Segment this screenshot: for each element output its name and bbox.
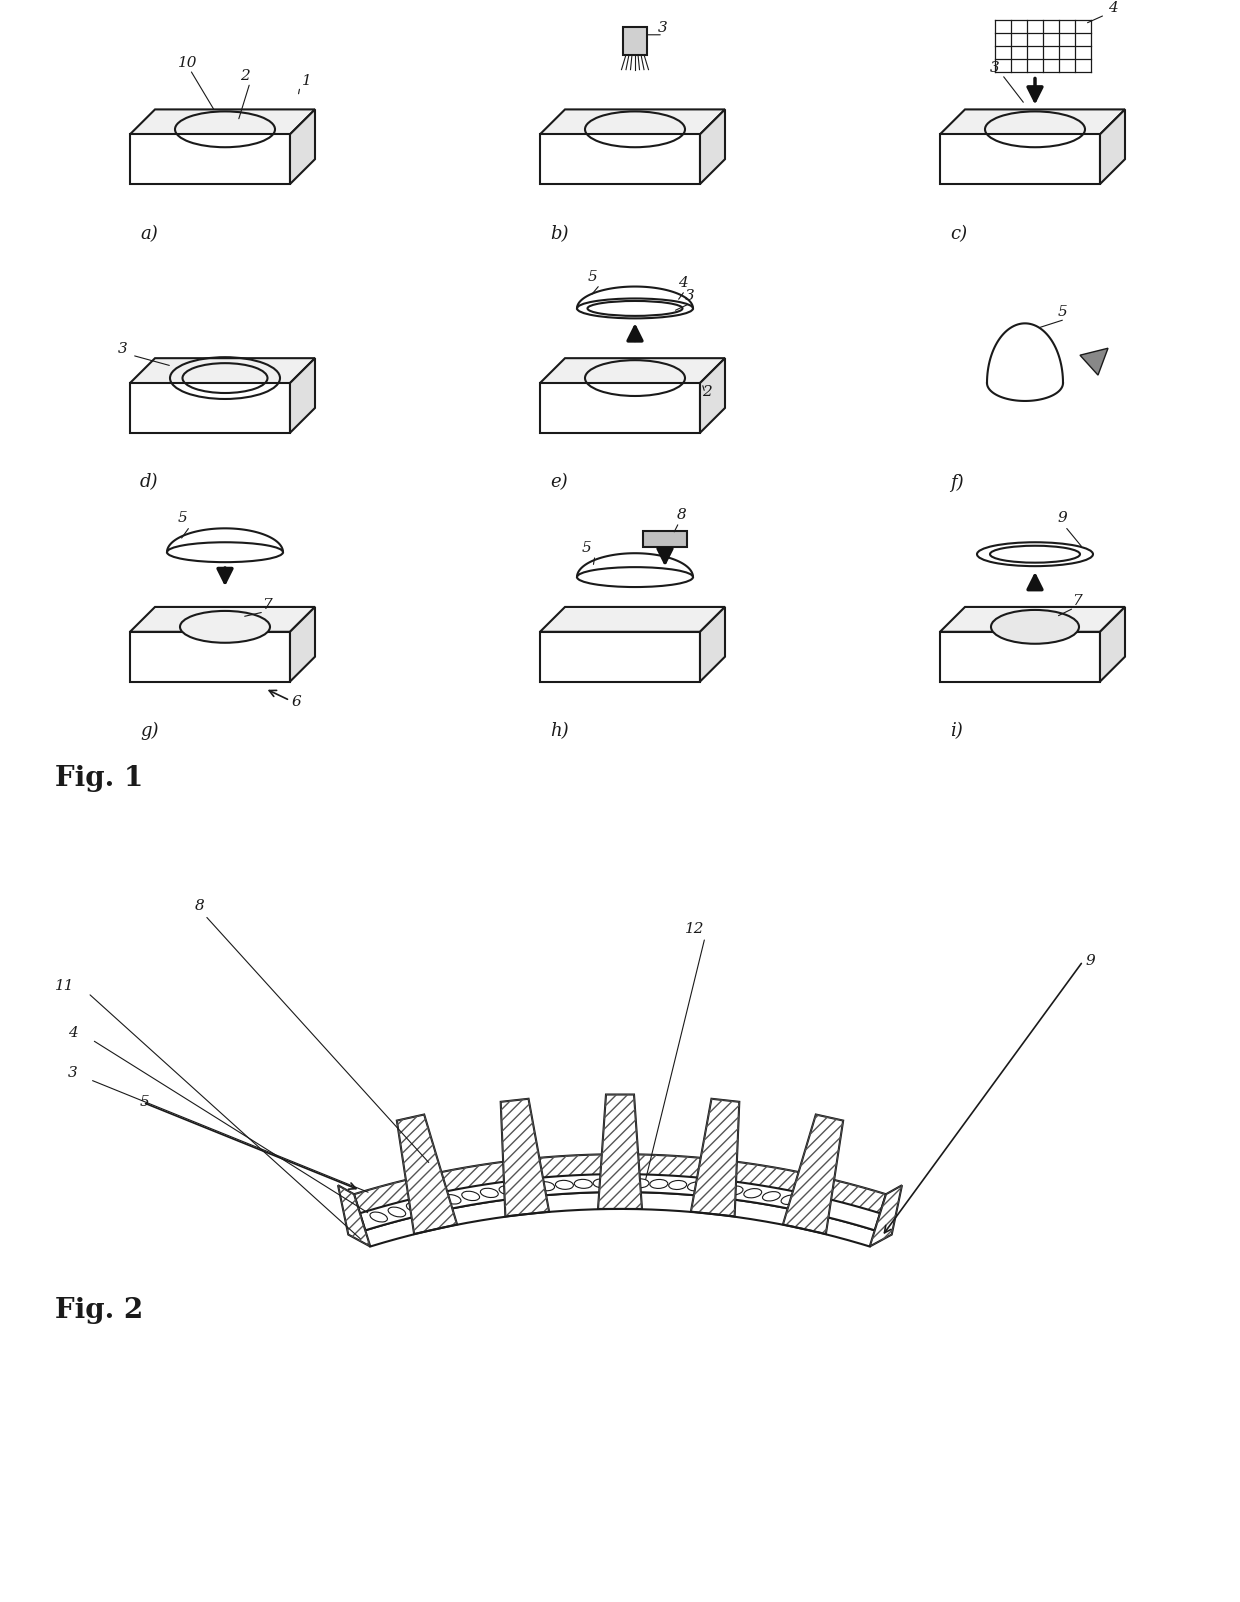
Polygon shape (1080, 348, 1109, 375)
Polygon shape (1100, 109, 1125, 184)
Text: e): e) (551, 474, 568, 492)
Polygon shape (290, 109, 315, 184)
Text: c): c) (950, 224, 967, 244)
Text: Fig. 2: Fig. 2 (55, 1298, 144, 1325)
Text: 4: 4 (678, 276, 688, 290)
Text: 1: 1 (303, 74, 311, 88)
Text: 8: 8 (677, 508, 687, 522)
Polygon shape (339, 1185, 371, 1246)
Text: 7: 7 (1073, 594, 1081, 607)
Polygon shape (940, 631, 1100, 681)
Polygon shape (360, 1174, 880, 1230)
Text: 4: 4 (68, 1025, 78, 1040)
Text: 9: 9 (1058, 511, 1068, 525)
Text: 9: 9 (1085, 955, 1095, 968)
Polygon shape (397, 1115, 458, 1234)
Polygon shape (130, 607, 315, 631)
Bar (622, 27, 647, 54)
Text: g): g) (140, 723, 159, 740)
Text: 7: 7 (262, 598, 272, 612)
Text: 3: 3 (68, 1065, 78, 1080)
Text: 4: 4 (1109, 2, 1117, 14)
Polygon shape (130, 631, 290, 681)
Polygon shape (539, 109, 725, 135)
Ellipse shape (991, 610, 1079, 644)
Polygon shape (539, 631, 701, 681)
Polygon shape (782, 1115, 843, 1234)
Text: 5: 5 (582, 541, 591, 556)
Polygon shape (130, 383, 290, 433)
Text: 8: 8 (195, 899, 205, 913)
Polygon shape (1100, 607, 1125, 681)
Text: i): i) (950, 723, 962, 740)
Polygon shape (501, 1099, 549, 1216)
Ellipse shape (180, 610, 270, 642)
Polygon shape (290, 607, 315, 681)
Text: 12: 12 (684, 923, 704, 936)
Polygon shape (869, 1185, 901, 1246)
Text: 11: 11 (55, 979, 74, 993)
Polygon shape (691, 1099, 739, 1216)
Polygon shape (539, 383, 701, 433)
Polygon shape (539, 607, 725, 631)
Polygon shape (539, 135, 701, 184)
Text: 3: 3 (118, 343, 128, 356)
Polygon shape (130, 109, 315, 135)
Polygon shape (940, 607, 1125, 631)
Text: 10: 10 (179, 56, 197, 69)
Bar (644, 532, 687, 548)
Text: 2: 2 (241, 69, 249, 83)
Polygon shape (701, 359, 725, 433)
Text: d): d) (140, 474, 159, 492)
Text: 5: 5 (1058, 306, 1068, 319)
Text: 5: 5 (588, 269, 598, 284)
Polygon shape (290, 359, 315, 433)
Polygon shape (355, 1153, 885, 1230)
Text: 3: 3 (658, 21, 668, 35)
Text: 3: 3 (990, 61, 999, 75)
Polygon shape (130, 135, 290, 184)
Text: a): a) (140, 224, 157, 244)
Polygon shape (701, 607, 725, 681)
Text: 3: 3 (684, 290, 694, 303)
Text: f): f) (950, 473, 963, 492)
Text: 5: 5 (179, 511, 187, 525)
Polygon shape (539, 359, 725, 383)
Text: b): b) (551, 224, 568, 244)
Text: Fig. 1: Fig. 1 (55, 766, 144, 791)
Text: h): h) (551, 723, 569, 740)
Polygon shape (940, 109, 1125, 135)
Polygon shape (701, 109, 725, 184)
Polygon shape (598, 1094, 642, 1210)
Polygon shape (940, 135, 1100, 184)
Text: 5: 5 (140, 1096, 150, 1110)
Polygon shape (130, 359, 315, 383)
Text: 2: 2 (702, 384, 712, 399)
Text: 6: 6 (291, 695, 301, 710)
